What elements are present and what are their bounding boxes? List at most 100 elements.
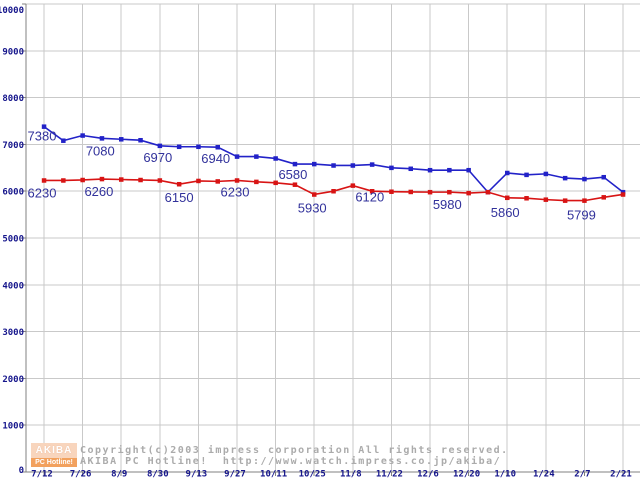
data-point-lower-price-red bbox=[176, 181, 182, 187]
data-point-upper-price-blue bbox=[61, 138, 66, 143]
data-point-upper-price-blue bbox=[505, 170, 510, 176]
data-point-upper-price-blue bbox=[176, 144, 182, 150]
data-point-lower-price-red bbox=[466, 190, 471, 196]
series-line-upper-price-blue bbox=[43, 125, 624, 194]
point-value-label: 7380 bbox=[28, 129, 57, 144]
data-point-upper-price-blue bbox=[389, 165, 394, 171]
y-axis-label: 9000 bbox=[2, 47, 24, 57]
point-value-label: 6940 bbox=[201, 151, 230, 166]
data-point-upper-price-blue bbox=[427, 167, 433, 173]
data-point-upper-price-blue bbox=[80, 133, 85, 138]
point-value-label: 6580 bbox=[278, 167, 307, 182]
y-axis-label: 7000 bbox=[2, 141, 24, 151]
x-axis-label: 9/13 bbox=[186, 470, 208, 480]
data-point-upper-price-blue bbox=[138, 137, 143, 143]
data-point-lower-price-red bbox=[408, 189, 413, 195]
point-value-label: 5799 bbox=[567, 208, 596, 223]
x-axis-label: 1/10 bbox=[494, 470, 516, 480]
data-point-lower-price-red bbox=[196, 178, 201, 184]
data-point-upper-price-blue bbox=[466, 167, 471, 173]
y-axis-label: 2000 bbox=[2, 375, 24, 385]
data-point-upper-price-blue bbox=[119, 137, 124, 142]
data-point-lower-price-red bbox=[505, 195, 510, 201]
data-point-lower-price-red bbox=[234, 178, 240, 183]
data-point-upper-price-blue bbox=[447, 167, 452, 173]
point-value-label: 6120 bbox=[355, 190, 384, 205]
data-point-upper-price-blue bbox=[273, 156, 278, 161]
y-axis-label: 6000 bbox=[2, 188, 24, 198]
x-axis-label: 12/6 bbox=[417, 470, 439, 480]
data-point-lower-price-red bbox=[601, 195, 606, 200]
data-point-lower-price-red bbox=[312, 192, 317, 197]
data-point-upper-price-blue bbox=[601, 174, 606, 180]
data-point-upper-price-blue bbox=[562, 175, 568, 181]
y-axis-label: 10000 bbox=[0, 6, 24, 16]
x-axis-label: 8/9 bbox=[111, 470, 127, 480]
data-point-lower-price-red bbox=[273, 180, 278, 186]
x-axis-label: 2/7 bbox=[574, 470, 590, 480]
data-point-lower-price-red bbox=[427, 189, 433, 195]
data-point-lower-price-red bbox=[389, 189, 394, 194]
point-value-label: 7080 bbox=[86, 144, 115, 159]
data-point-lower-price-red bbox=[524, 196, 529, 201]
y-axis-label: 4000 bbox=[2, 281, 24, 291]
data-point-upper-price-blue bbox=[292, 161, 298, 167]
data-point-upper-price-blue bbox=[350, 163, 356, 168]
point-value-label: 6230 bbox=[28, 185, 57, 200]
copyright-line-1: Copyright(c)2003 impress corporation All… bbox=[80, 445, 509, 456]
point-value-label: 5860 bbox=[491, 205, 520, 220]
point-value-label: 6260 bbox=[84, 184, 113, 199]
data-point-lower-price-red bbox=[447, 189, 452, 195]
data-point-lower-price-red bbox=[485, 189, 491, 195]
data-point-lower-price-red bbox=[138, 177, 143, 183]
data-point-lower-price-red bbox=[562, 198, 568, 203]
x-axis-label: 10/25 bbox=[299, 470, 326, 480]
x-axis-label: 7/26 bbox=[70, 470, 92, 480]
y-axis-label: 3000 bbox=[2, 328, 24, 338]
x-axis-label: 11/22 bbox=[376, 470, 403, 480]
data-point-upper-price-blue bbox=[369, 162, 375, 167]
point-value-label: 6970 bbox=[143, 150, 172, 165]
data-point-lower-price-red bbox=[80, 177, 85, 183]
data-point-lower-price-red bbox=[99, 176, 105, 182]
y-axis-label: 0 bbox=[19, 466, 24, 476]
data-point-lower-price-red bbox=[292, 182, 298, 187]
point-value-label: 6150 bbox=[165, 190, 194, 205]
data-point-upper-price-blue bbox=[331, 163, 336, 168]
data-point-upper-price-blue bbox=[524, 172, 529, 178]
data-point-lower-price-red bbox=[157, 178, 163, 183]
data-point-lower-price-red bbox=[254, 179, 259, 185]
x-axis-label: 1/24 bbox=[533, 470, 555, 480]
data-point-lower-price-red bbox=[582, 198, 587, 203]
data-point-lower-price-red bbox=[331, 189, 336, 194]
data-point-upper-price-blue bbox=[196, 144, 201, 150]
point-value-label: 5980 bbox=[433, 197, 462, 212]
copyright-line-2: AKIBA PC Hotline! http://www.watch.impre… bbox=[80, 456, 502, 467]
akiba-logo-subtitle: PC Hotline! bbox=[31, 458, 77, 467]
data-point-lower-price-red bbox=[350, 183, 356, 188]
data-point-upper-price-blue bbox=[312, 161, 317, 167]
point-value-label: 5930 bbox=[298, 200, 327, 215]
data-point-lower-price-red bbox=[215, 179, 220, 184]
data-point-upper-price-blue bbox=[215, 145, 220, 150]
data-point-lower-price-red bbox=[543, 197, 549, 202]
x-axis-label: 2/21 bbox=[610, 470, 632, 480]
x-axis-label: 12/20 bbox=[453, 470, 480, 480]
copyright-text: Copyright(c)2003 impress corporation All… bbox=[80, 445, 509, 467]
data-point-upper-price-blue bbox=[157, 143, 163, 149]
data-point-upper-price-blue bbox=[254, 154, 259, 159]
x-axis-label: 7/12 bbox=[31, 470, 53, 480]
data-point-upper-price-blue bbox=[543, 171, 549, 177]
y-axis-label: 1000 bbox=[2, 422, 24, 432]
x-axis-label: 10/11 bbox=[260, 470, 287, 480]
y-axis-label: 5000 bbox=[2, 235, 24, 245]
data-point-lower-price-red bbox=[119, 177, 124, 182]
akiba-logo: AKIBA PC Hotline! bbox=[31, 443, 77, 467]
x-axis-label: 8/30 bbox=[147, 470, 169, 480]
data-point-upper-price-blue bbox=[620, 189, 626, 195]
data-point-lower-price-red bbox=[620, 192, 626, 197]
akiba-logo-title: AKIBA bbox=[31, 443, 77, 458]
data-point-lower-price-red bbox=[61, 178, 66, 183]
